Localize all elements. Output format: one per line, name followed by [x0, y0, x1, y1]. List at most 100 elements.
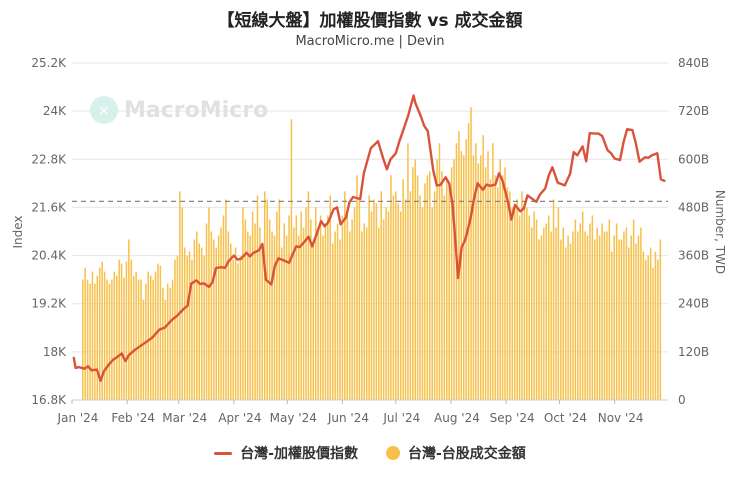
volume-bar [630, 235, 632, 400]
volume-bar [300, 211, 302, 400]
volume-bar [392, 195, 395, 400]
volume-bar [467, 123, 470, 400]
volume-bar [222, 215, 225, 400]
volume-bar [399, 211, 402, 400]
volume-bar [547, 215, 550, 400]
volume-bar [606, 231, 608, 400]
volume-bar [203, 255, 205, 400]
volume-bar [601, 223, 603, 400]
volume-bar [589, 223, 591, 400]
volume-bar [649, 247, 652, 400]
volume-bar [82, 279, 84, 400]
volume-bar [368, 195, 370, 400]
y-left-tick-label: 19.2K [31, 297, 67, 311]
volume-bar [533, 211, 535, 400]
volume-bar [276, 211, 278, 400]
chart-title: 【短線大盤】加權股價指數 vs 成交金額 [217, 11, 523, 31]
y-right-tick-label: 600B [678, 152, 709, 166]
x-tick-label: Nov '24 [598, 411, 644, 425]
x-axis: Jan '24 Feb '24 Mar '24 Apr '24 May '24 Jun '… [57, 399, 668, 425]
y-axis-left-label: Index [11, 215, 25, 248]
volume-bar [460, 151, 463, 400]
watermark-text: MacroMicro [124, 98, 268, 123]
volume-bar [348, 231, 351, 400]
volume-bar [511, 207, 514, 400]
x-tick-label: Oct '24 [544, 411, 587, 425]
volume-bar [191, 259, 193, 400]
volume-bar [239, 255, 242, 400]
volume-bar [295, 215, 298, 400]
volume-bar [489, 179, 492, 400]
volume-bar [237, 263, 239, 400]
volume-bar [297, 235, 300, 400]
volume-bar [118, 259, 120, 400]
volume-bar [268, 219, 271, 400]
volume-bar [569, 243, 572, 400]
volume-bar [334, 231, 336, 400]
volume-bar [479, 155, 482, 400]
volume-bar [579, 223, 581, 400]
y-left-tick-label: 18K [43, 345, 67, 359]
legend-item-volume[interactable]: 台灣-台股成交金額 [386, 443, 526, 463]
volume-bar [375, 203, 378, 400]
x-tick-label: Feb '24 [111, 411, 155, 425]
volume-bar [227, 231, 230, 400]
volume-bar [154, 271, 157, 400]
legend-label-index: 台灣-加權股價指數 [240, 446, 358, 462]
volume-bar [356, 175, 358, 400]
volume-bar [305, 207, 307, 400]
volume-bar [164, 299, 167, 400]
volume-bar [293, 227, 295, 400]
volume-bar [509, 191, 511, 400]
volume-bar [642, 251, 645, 400]
volume-bar [598, 235, 601, 400]
volume-bar [193, 239, 196, 400]
volume-bar [183, 247, 186, 400]
legend-item-index[interactable]: 台灣-加權股價指數 [214, 443, 358, 463]
legend: 台灣-加權股價指數 台灣-台股成交金額 [0, 443, 740, 463]
volume-bar [254, 223, 256, 400]
volume-bar [106, 279, 108, 400]
volume-bar [96, 275, 99, 400]
volume-bar [535, 219, 538, 400]
volume-bar [273, 235, 276, 400]
volume-bar [128, 239, 130, 400]
volume-bar [419, 195, 421, 400]
volume-bar [625, 227, 628, 400]
volume-bar [603, 231, 606, 400]
volume-bar [414, 159, 416, 400]
y-axis-right: 840B 720B 600B 480B 360B 240B 120B 0 [678, 56, 709, 407]
volume-bar [266, 199, 268, 400]
volume-bar [256, 195, 259, 400]
volume-bar [89, 283, 91, 400]
volume-bar [225, 199, 227, 400]
volume-bar [516, 199, 518, 400]
volume-bar [210, 231, 213, 400]
y-right-tick-label: 120B [678, 345, 709, 359]
volume-bar [395, 191, 397, 400]
volume-bar [174, 259, 176, 400]
volume-bar [181, 207, 184, 400]
volume-bar [557, 207, 560, 400]
volume-bar [91, 271, 94, 400]
volume-bar [586, 235, 589, 400]
volume-bar [346, 211, 349, 400]
volume-bar [329, 195, 332, 400]
volume-bar [130, 259, 133, 400]
volume-bar [162, 287, 164, 400]
y-left-tick-label: 20.4K [31, 249, 67, 263]
volume-bar [441, 171, 443, 400]
volume-bar [594, 239, 596, 400]
volume-bar [140, 279, 142, 400]
volume-bar [385, 207, 387, 400]
volume-bar [513, 203, 516, 400]
volume-bar [528, 215, 531, 400]
volume-bar [176, 255, 179, 400]
volume-bar [611, 251, 613, 400]
volume-bar [499, 159, 501, 400]
volume-bar [196, 231, 198, 400]
volume-bar [251, 211, 254, 400]
volume-bar [135, 271, 137, 400]
volume-bar [108, 283, 111, 400]
